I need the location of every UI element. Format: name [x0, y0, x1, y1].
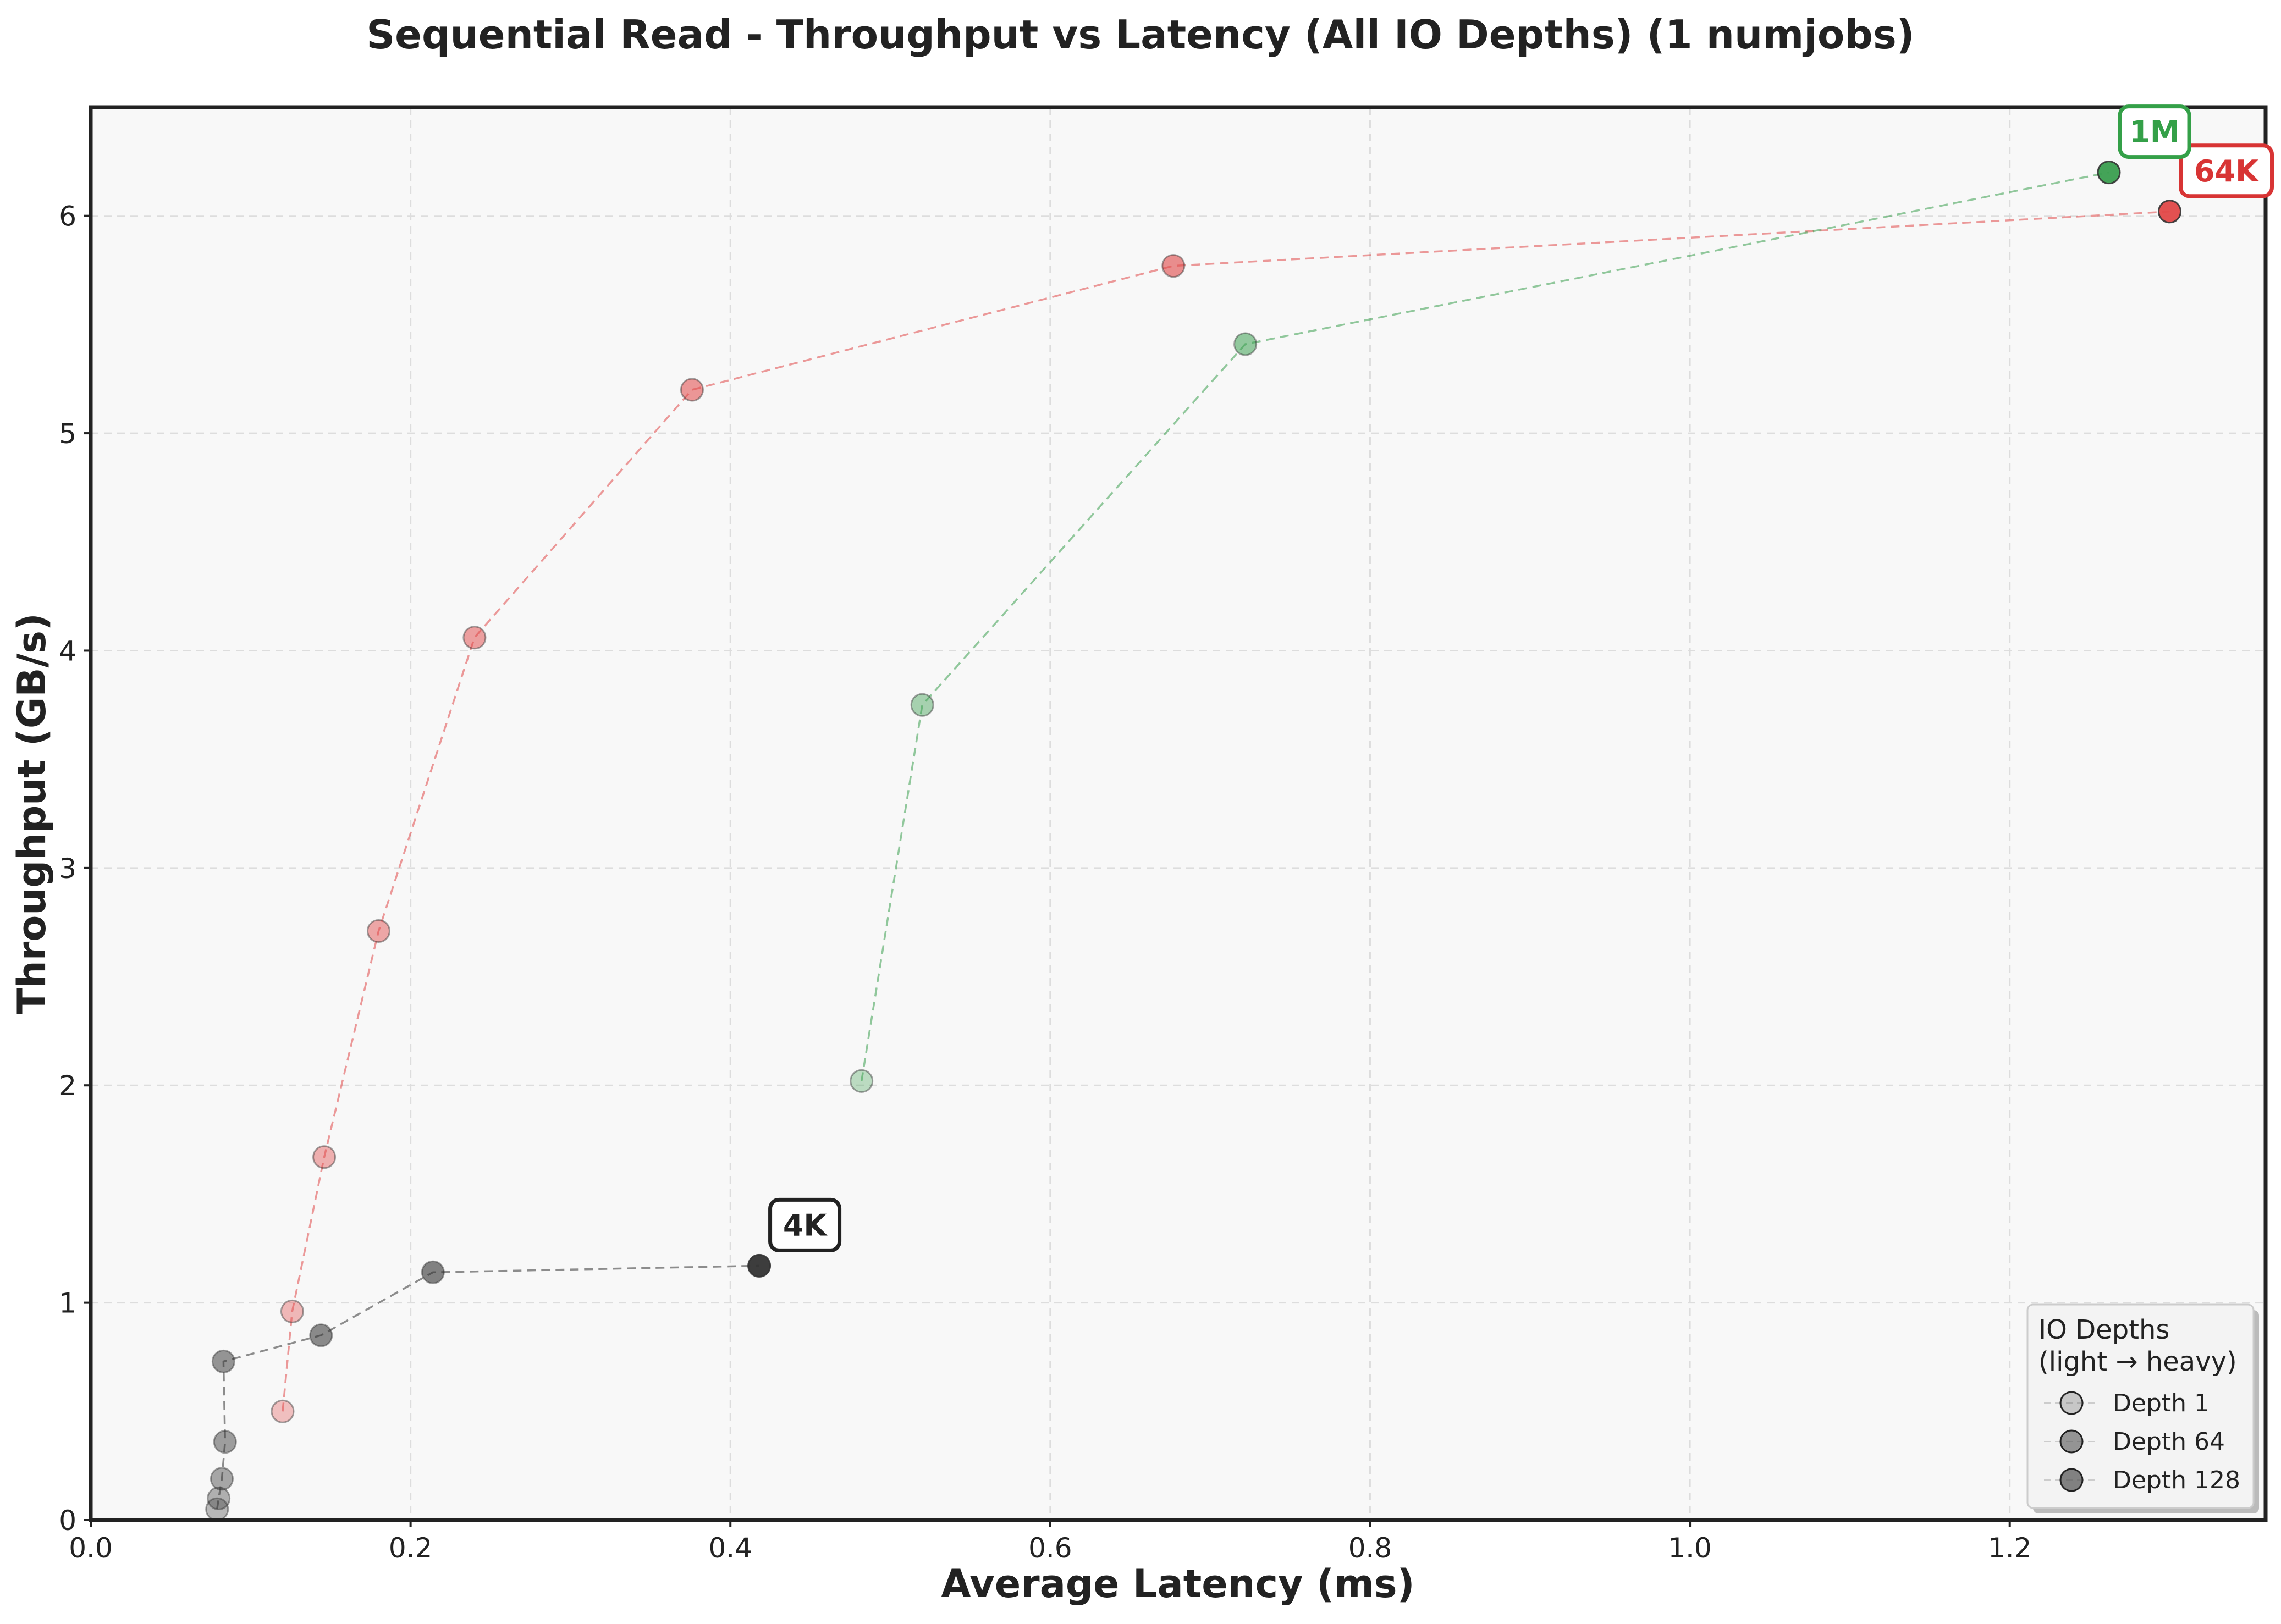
series-lines	[216, 171, 2170, 1510]
legend-entry-label: Depth 1	[2113, 1389, 2210, 1417]
legend-box	[2026, 1303, 2255, 1509]
callout-box	[2118, 104, 2191, 159]
x-tick-label: 0.8	[1348, 1532, 1392, 1564]
x-tick-label: 1.0	[1668, 1532, 1712, 1564]
data-point-4k	[210, 1467, 234, 1491]
legend-entries: Depth 1 Depth 64 Depth 128	[2044, 1389, 2240, 1494]
x-tick-label: 0.2	[389, 1532, 433, 1564]
axis-ticks: 0.0 0.2 0.4 0.6 0.8 1.0 1.2 0 1 2 3 4 5 6	[59, 201, 2031, 1564]
data-point-64k	[312, 1145, 337, 1169]
legend-entry-label: Depth 128	[2113, 1466, 2240, 1494]
data-point-1m	[2097, 161, 2121, 185]
y-tick-label: 2	[59, 1070, 76, 1102]
y-axis-label: Throughput (GB/s)	[9, 613, 54, 1014]
y-tick-label: 1	[59, 1288, 76, 1319]
legend-marker	[2059, 1391, 2084, 1415]
data-point-4k	[421, 1260, 445, 1284]
data-point-64k	[271, 1399, 295, 1423]
data-point-64k	[366, 919, 390, 943]
data-point-4k	[309, 1323, 333, 1347]
legend-title: IO Depths	[2038, 1314, 2169, 1345]
x-tick-label: 0.6	[1028, 1532, 1072, 1564]
callouts: 4K 64K 1M	[768, 104, 2274, 1252]
callout-box	[2179, 143, 2274, 198]
x-tick-label: 0.4	[708, 1532, 752, 1564]
callout-box	[768, 1197, 842, 1252]
data-point-4k	[207, 1486, 231, 1510]
legend-marker	[2059, 1468, 2084, 1492]
data-point-64k	[680, 378, 704, 402]
data-point-64k	[1161, 254, 1186, 278]
data-point-1m	[910, 693, 934, 717]
data-point-1m	[850, 1069, 874, 1093]
grid	[91, 107, 2266, 1520]
y-tick-label: 3	[59, 853, 76, 885]
plot-frame	[89, 105, 2268, 1522]
y-tick-label: 4	[59, 635, 76, 667]
legend-subtitle: (light → heavy)	[2038, 1346, 2237, 1377]
x-axis-label: Average Latency (ms)	[941, 1561, 1414, 1606]
x-tick-label: 0.0	[69, 1532, 113, 1564]
data-point-1m	[1233, 332, 1258, 356]
y-tick-label: 6	[59, 201, 76, 233]
data-point-4k	[211, 1349, 235, 1373]
series-line-4k	[216, 1264, 759, 1510]
x-tick-label: 1.2	[1988, 1532, 2032, 1564]
data-point-4k	[213, 1430, 237, 1454]
data-point-64k	[280, 1299, 304, 1323]
data-point-64k	[2158, 200, 2182, 224]
series-line-1m	[860, 171, 2109, 1081]
series-line-64k	[282, 211, 2170, 1412]
plot-area	[91, 107, 2266, 1520]
chart-title: Sequential Read - Throughput vs Latency …	[366, 12, 1914, 58]
data-points	[205, 161, 2182, 1521]
data-point-4k	[747, 1253, 772, 1278]
legend-entry-label: Depth 64	[2113, 1428, 2225, 1456]
y-tick-label: 5	[59, 418, 76, 450]
legend-marker	[2059, 1429, 2084, 1454]
y-tick-label: 0	[59, 1505, 76, 1537]
callout-label: 4K	[783, 1208, 828, 1242]
callout-label: 64K	[2194, 154, 2260, 189]
data-point-64k	[462, 626, 487, 650]
callout-label: 1M	[2129, 115, 2179, 150]
legend: IO Depths (light → heavy) Depth 1 Depth 6…	[2026, 1303, 2259, 1513]
